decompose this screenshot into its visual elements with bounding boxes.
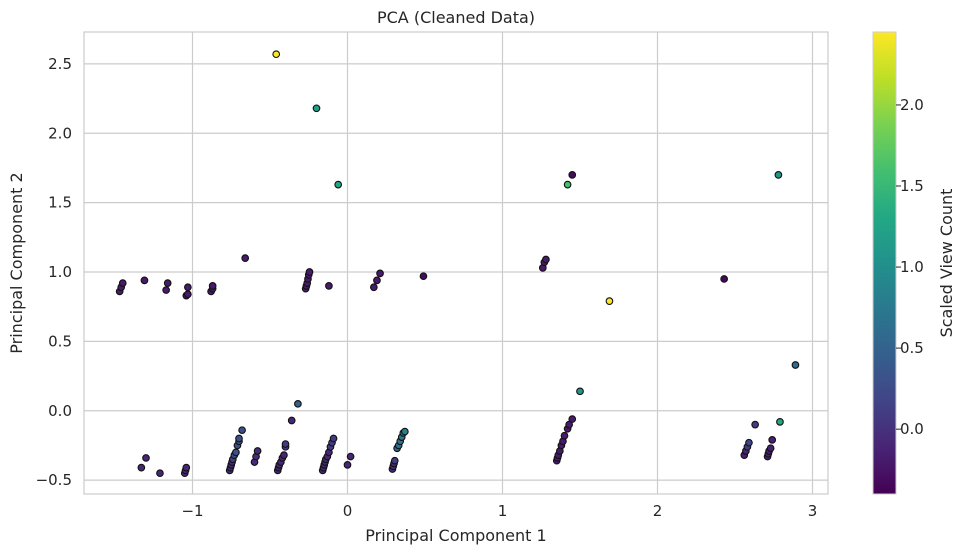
plot-background bbox=[84, 32, 828, 494]
data-point bbox=[376, 269, 384, 278]
x-tick-label: 0 bbox=[343, 502, 353, 520]
data-point bbox=[184, 290, 192, 299]
data-point bbox=[745, 438, 753, 447]
colorbar-tick-label: 0.0 bbox=[900, 420, 924, 438]
data-point bbox=[142, 454, 150, 462]
data-point bbox=[791, 361, 800, 369]
data-point bbox=[329, 434, 338, 443]
plot-frame bbox=[83, 31, 829, 495]
data-point bbox=[294, 399, 302, 408]
data-point bbox=[751, 420, 760, 429]
y-tick-label: 0.5 bbox=[48, 332, 72, 350]
data-point bbox=[182, 463, 191, 472]
data-point bbox=[401, 427, 409, 436]
chart-title: PCA (Cleaned Data) bbox=[377, 8, 535, 27]
data-point bbox=[776, 418, 784, 426]
colorbar-tick-label: 1.0 bbox=[900, 258, 924, 276]
data-point bbox=[281, 440, 290, 448]
data-point bbox=[605, 297, 614, 306]
data-point bbox=[238, 426, 246, 435]
data-point bbox=[334, 180, 343, 189]
data-point bbox=[305, 268, 314, 276]
data-point bbox=[280, 451, 288, 460]
x-axis-label: Principal Component 1 bbox=[365, 526, 546, 545]
data-point bbox=[163, 279, 172, 287]
data-point bbox=[563, 180, 572, 189]
data-point bbox=[346, 452, 355, 461]
data-point bbox=[568, 415, 577, 423]
colorbar-tick-label: 2.0 bbox=[900, 96, 924, 114]
y-tick-label: 1.0 bbox=[48, 263, 72, 281]
colorbar bbox=[872, 31, 897, 495]
data-point bbox=[373, 276, 381, 285]
data-point bbox=[287, 416, 296, 425]
data-point bbox=[184, 283, 192, 292]
x-tick-label: 2 bbox=[653, 502, 663, 520]
data-points bbox=[115, 50, 800, 478]
data-point bbox=[560, 431, 569, 440]
y-tick-label: −0.5 bbox=[36, 471, 72, 489]
colorbar-ticks: 0.0 0.5 1.0 1.5 2.0 bbox=[896, 96, 924, 438]
data-point bbox=[235, 434, 243, 443]
x-tick-label: 1 bbox=[498, 502, 508, 520]
y-tick-label: 1.5 bbox=[48, 194, 72, 212]
data-point bbox=[137, 463, 146, 472]
data-point bbox=[720, 275, 729, 283]
colorbar-tick-label: 1.5 bbox=[900, 177, 924, 195]
colorbar-tick-label: 0.5 bbox=[900, 339, 924, 357]
data-point bbox=[118, 279, 127, 287]
data-point bbox=[140, 276, 149, 285]
y-axis-label: Principal Component 2 bbox=[7, 172, 26, 353]
y-axis-ticks: −0.5 0.0 0.5 1.0 1.5 2.0 2.5 bbox=[36, 55, 72, 489]
y-tick-label: 0.0 bbox=[48, 402, 72, 420]
data-point bbox=[542, 255, 550, 264]
data-point bbox=[241, 254, 250, 262]
data-point bbox=[253, 447, 262, 455]
data-point bbox=[774, 171, 783, 179]
colorbar-label: Scaled View Count bbox=[937, 189, 956, 338]
data-point bbox=[419, 272, 428, 281]
data-point bbox=[232, 448, 240, 457]
data-point bbox=[162, 286, 170, 294]
data-point bbox=[576, 387, 584, 396]
x-axis-ticks: −1 0 1 2 3 bbox=[181, 502, 817, 520]
data-point bbox=[325, 282, 333, 290]
data-point bbox=[390, 456, 399, 465]
x-tick-label: 3 bbox=[808, 502, 818, 520]
data-point bbox=[370, 283, 378, 292]
x-tick-label: −1 bbox=[181, 502, 203, 520]
data-point bbox=[208, 282, 217, 290]
data-point bbox=[343, 461, 352, 469]
data-point bbox=[156, 469, 164, 478]
y-tick-label: 2.0 bbox=[48, 124, 72, 142]
data-point bbox=[768, 436, 777, 444]
grid bbox=[84, 32, 828, 494]
data-point bbox=[312, 104, 321, 113]
y-tick-label: 2.5 bbox=[48, 55, 72, 73]
data-point bbox=[568, 171, 577, 179]
data-point bbox=[272, 50, 281, 59]
data-point bbox=[766, 444, 775, 453]
